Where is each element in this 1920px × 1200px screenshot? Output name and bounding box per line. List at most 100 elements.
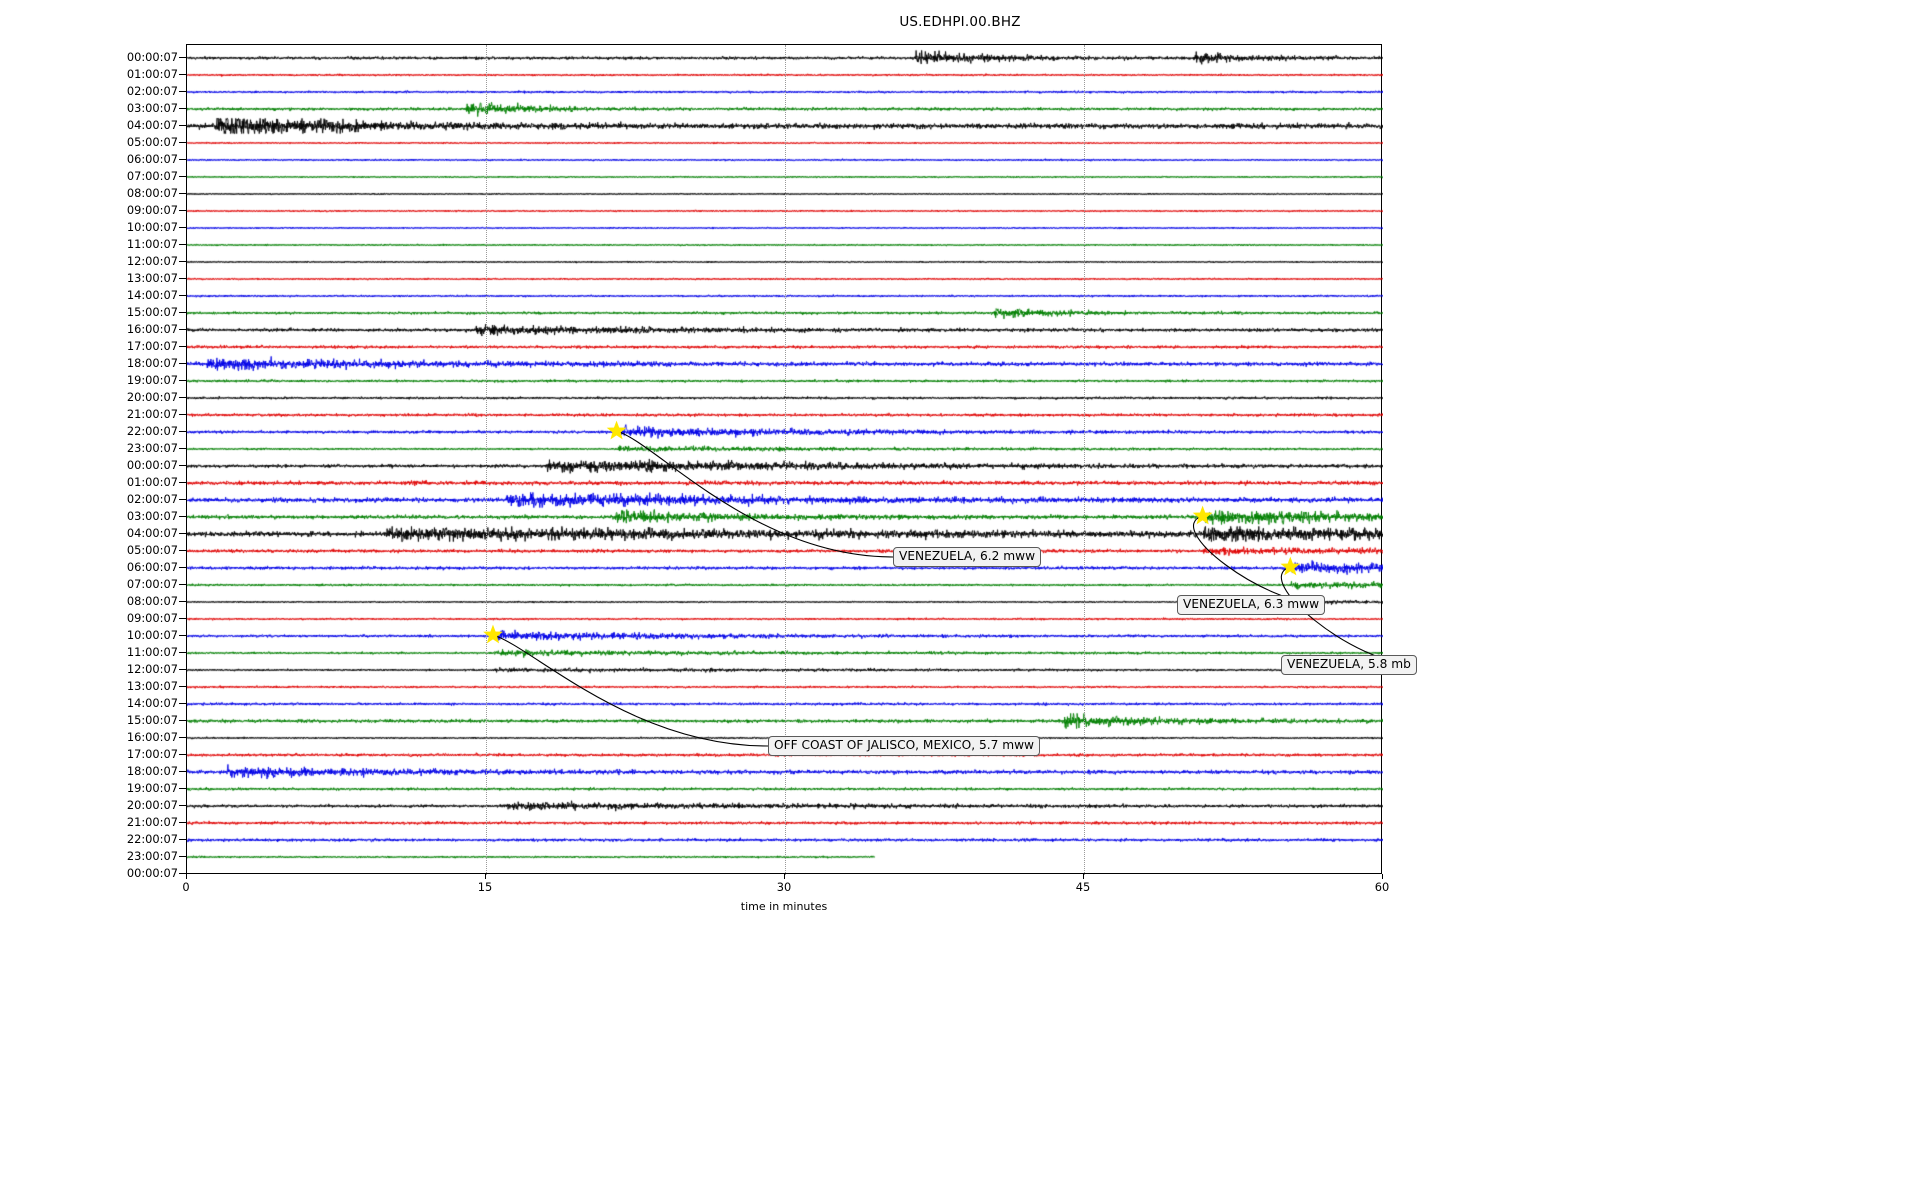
x-axis-tick-mark <box>1382 874 1383 879</box>
y-axis-tick-mark <box>179 669 186 670</box>
y-axis-tick-label: 07:00:07 <box>126 576 178 591</box>
y-axis-tick-mark <box>179 584 186 585</box>
x-axis-tick-label: 45 <box>1075 880 1091 894</box>
y-axis-tick-mark <box>179 295 186 296</box>
y-axis-label-group: 00:00:07 01:00:07 02:00:07 03:00:07 04:00:07… <box>0 0 178 1200</box>
y-axis-tick-mark <box>179 312 186 313</box>
y-axis-tick-mark <box>179 873 186 874</box>
y-axis-tick-mark <box>179 805 186 806</box>
y-axis-tick-label: 07:00:07 <box>126 168 178 183</box>
y-axis-tick-label: 19:00:07 <box>126 780 178 795</box>
y-axis-tick-mark <box>179 210 186 211</box>
x-axis-tick-mark <box>485 874 486 879</box>
y-axis-tick-mark <box>179 601 186 602</box>
x-axis-tick-label: 15 <box>477 880 493 894</box>
y-axis-tick-label: 17:00:07 <box>126 746 178 761</box>
y-axis-tick-label: 00:00:07 <box>126 457 178 472</box>
gridline <box>486 45 487 875</box>
y-axis-tick-mark <box>179 652 186 653</box>
event-annotation-label: OFF COAST OF JALISCO, MEXICO, 5.7 mww <box>768 736 1041 757</box>
y-axis-tick-label: 03:00:07 <box>126 100 178 115</box>
y-axis-tick-mark <box>179 244 186 245</box>
y-axis-tick-mark <box>179 499 186 500</box>
y-axis-tick-mark <box>179 686 186 687</box>
y-axis-tick-mark <box>179 567 186 568</box>
y-axis-tick-label: 00:00:07 <box>126 865 178 880</box>
y-axis-tick-mark <box>179 329 186 330</box>
y-axis-tick-mark <box>179 839 186 840</box>
gridline <box>1084 45 1085 875</box>
y-axis-tick-mark <box>179 108 186 109</box>
y-axis-tick-mark <box>179 363 186 364</box>
y-axis-tick-label: 13:00:07 <box>126 270 178 285</box>
page-title: US.EDHPI.00.BHZ <box>899 14 1021 30</box>
y-axis-tick-mark <box>179 822 186 823</box>
event-annotation-label: VENEZUELA, 5.8 mb <box>1281 655 1417 676</box>
y-axis-tick-label: 20:00:07 <box>126 389 178 404</box>
y-axis-tick-mark <box>179 737 186 738</box>
y-axis-tick-label: 16:00:07 <box>126 729 178 744</box>
y-axis-tick-mark <box>179 125 186 126</box>
y-axis-tick-label: 11:00:07 <box>126 236 178 251</box>
y-axis-tick-mark <box>179 788 186 789</box>
x-axis-tick-label: 30 <box>776 880 792 894</box>
y-axis-tick-label: 17:00:07 <box>126 338 178 353</box>
y-axis-tick-mark <box>179 618 186 619</box>
plot-area[interactable] <box>186 44 1383 875</box>
y-axis-tick-mark <box>179 465 186 466</box>
y-axis-tick-label: 02:00:07 <box>126 83 178 98</box>
y-axis-tick-label: 01:00:07 <box>126 474 178 489</box>
y-axis-tick-mark <box>179 550 186 551</box>
y-axis-tick-mark <box>179 431 186 432</box>
y-axis-tick-mark <box>179 448 186 449</box>
y-axis-tick-label: 09:00:07 <box>126 202 178 217</box>
y-axis-tick-mark <box>179 176 186 177</box>
y-axis-tick-mark <box>179 397 186 398</box>
y-axis-tick-label: 04:00:07 <box>126 117 178 132</box>
y-axis-tick-mark <box>179 159 186 160</box>
y-axis-tick-mark <box>179 414 186 415</box>
y-axis-tick-mark <box>179 142 186 143</box>
y-axis-tick-mark <box>179 278 186 279</box>
y-axis-tick-label: 23:00:07 <box>126 440 178 455</box>
y-axis-tick-label: 10:00:07 <box>126 627 178 642</box>
y-axis-tick-mark <box>179 754 186 755</box>
y-axis-tick-mark <box>179 380 186 381</box>
y-axis-tick-label: 05:00:07 <box>126 542 178 557</box>
y-axis-tick-mark <box>179 227 186 228</box>
y-axis-tick-mark <box>179 635 186 636</box>
event-annotation-label: VENEZUELA, 6.3 mww <box>1177 595 1326 616</box>
y-axis-tick-label: 00:00:07 <box>126 49 178 64</box>
y-axis-tick-label: 21:00:07 <box>126 814 178 829</box>
y-axis-tick-label: 14:00:07 <box>126 695 178 710</box>
y-axis-tick-label: 11:00:07 <box>126 644 178 659</box>
y-axis-tick-label: 15:00:07 <box>126 304 178 319</box>
y-axis-tick-label: 05:00:07 <box>126 134 178 149</box>
y-axis-tick-label: 02:00:07 <box>126 491 178 506</box>
y-axis-tick-label: 13:00:07 <box>126 678 178 693</box>
y-axis-tick-label: 04:00:07 <box>126 525 178 540</box>
y-axis-tick-label: 15:00:07 <box>126 712 178 727</box>
y-axis-tick-label: 03:00:07 <box>126 508 178 523</box>
y-axis-tick-mark <box>179 516 186 517</box>
y-axis-tick-mark <box>179 346 186 347</box>
y-axis-tick-mark <box>179 57 186 58</box>
y-axis-tick-label: 09:00:07 <box>126 610 178 625</box>
y-axis-tick-mark <box>179 533 186 534</box>
x-axis-tick-mark <box>1083 874 1084 879</box>
y-axis-tick-label: 22:00:07 <box>126 423 178 438</box>
y-axis-tick-label: 12:00:07 <box>126 253 178 268</box>
y-axis-tick-label: 16:00:07 <box>126 321 178 336</box>
x-axis-tick-label: 60 <box>1374 880 1390 894</box>
y-axis-tick-label: 01:00:07 <box>126 66 178 81</box>
y-axis-tick-mark <box>179 703 186 704</box>
y-axis-tick-label: 21:00:07 <box>126 406 178 421</box>
y-axis-tick-label: 08:00:07 <box>126 593 178 608</box>
x-axis-tick-mark <box>784 874 785 879</box>
y-axis-tick-label: 14:00:07 <box>126 287 178 302</box>
x-axis-tick-mark <box>186 874 187 879</box>
y-axis-tick-label: 08:00:07 <box>126 185 178 200</box>
y-axis-tick-mark <box>179 193 186 194</box>
y-axis-tick-label: 20:00:07 <box>126 797 178 812</box>
